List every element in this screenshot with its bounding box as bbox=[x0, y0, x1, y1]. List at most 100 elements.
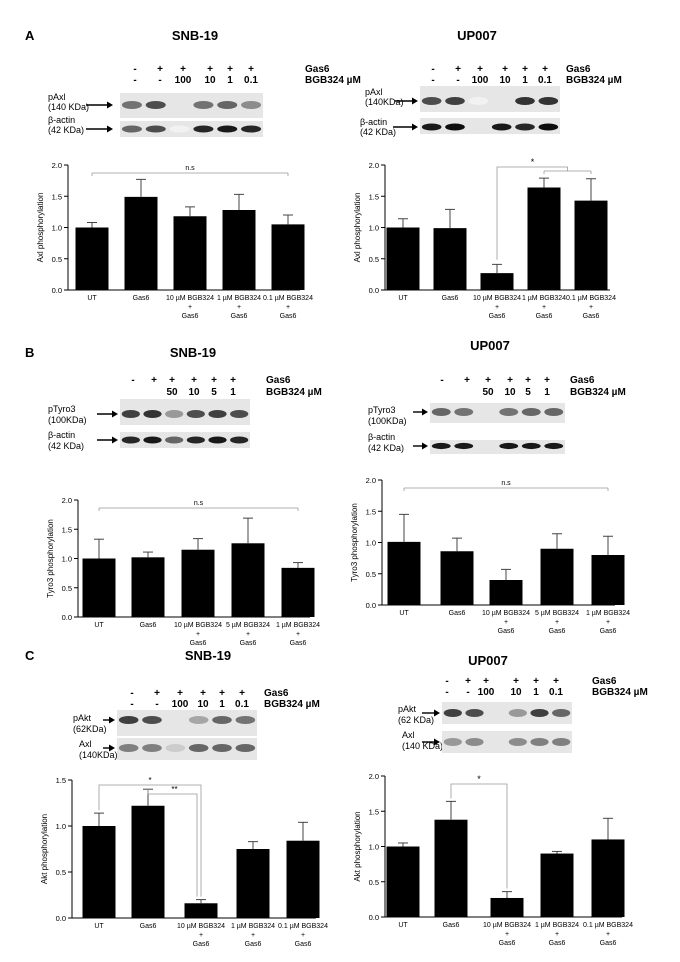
blot-background bbox=[442, 731, 572, 753]
gas6-mark: + bbox=[200, 688, 206, 699]
panel-letter: C bbox=[25, 648, 35, 663]
y-tick-label: 2.0 bbox=[369, 772, 379, 781]
gas6-row-label: Gas6 bbox=[592, 676, 617, 687]
x-category-label: Gas6 bbox=[193, 941, 210, 948]
gas6-mark: + bbox=[211, 375, 217, 386]
sig-bracket bbox=[147, 788, 198, 897]
x-category-label: + bbox=[505, 931, 509, 938]
x-category-label: + bbox=[606, 931, 610, 938]
blot-band bbox=[217, 125, 238, 133]
data-bar bbox=[82, 558, 116, 617]
arrow-head bbox=[109, 716, 115, 724]
western-blot-image bbox=[420, 86, 560, 112]
blot-background bbox=[442, 702, 572, 724]
blot-band bbox=[230, 410, 249, 418]
bar-chart: 0.0 0.5 1.0 1.5 2.0 Axl phosphorylation UT Gas6… bbox=[36, 161, 313, 320]
arrow-icon bbox=[86, 101, 113, 109]
x-category-label: 0.1 µM BGB324 bbox=[583, 922, 633, 929]
blot-background bbox=[120, 399, 250, 425]
gas6-mark: + bbox=[191, 375, 197, 386]
blot-band bbox=[212, 716, 232, 724]
blot-band bbox=[121, 125, 142, 133]
blot-band bbox=[454, 442, 474, 450]
data-bar bbox=[131, 557, 165, 617]
bgb324-dose: 100 bbox=[472, 75, 489, 86]
blot-protein-label: pTyro3 bbox=[48, 404, 76, 414]
x-category-label: 10 µM BGB324 bbox=[473, 295, 521, 302]
blot-band bbox=[465, 709, 484, 717]
x-category-label: Gas6 bbox=[443, 922, 460, 929]
blot-band bbox=[230, 436, 249, 444]
arrow-head bbox=[112, 410, 118, 418]
blot-band bbox=[544, 408, 564, 416]
significance-label: * bbox=[148, 776, 151, 785]
data-bar bbox=[131, 805, 165, 918]
bgb324-dose: 100 bbox=[172, 699, 189, 710]
y-tick-label: 0.5 bbox=[366, 570, 376, 579]
gas6-mark: + bbox=[219, 688, 225, 699]
x-category-label: + bbox=[246, 631, 250, 638]
blot-band bbox=[118, 716, 139, 724]
x-category-label: + bbox=[188, 304, 192, 311]
bar-chart: 0.0 0.5 1.0 1.5 2.0 Tyro3 phosphorylation UT Ga… bbox=[350, 476, 630, 635]
x-category-label: Gas6 bbox=[600, 940, 617, 947]
x-category-label: 1 µM BGB324 bbox=[586, 610, 630, 617]
arrow-head bbox=[107, 125, 113, 133]
x-category-label: Gas6 bbox=[549, 628, 566, 635]
bgb324-dose: 10 bbox=[504, 387, 516, 398]
sig-bracket bbox=[496, 166, 568, 260]
bar-chart: 0.0 0.5 1.0 1.5 2.0 Axl phosphorylation UT Gas6… bbox=[353, 157, 616, 320]
x-category-label: 0.1 µM BGB324 bbox=[566, 295, 616, 302]
x-category-label: 1 µM BGB324 bbox=[276, 622, 320, 629]
blot-size-label: (140 KDa) bbox=[402, 741, 443, 751]
bgb324-row-label: BGB324 µM bbox=[592, 687, 648, 698]
x-category-label: Gas6 bbox=[449, 610, 466, 617]
bgb324-dose: 1 bbox=[544, 387, 550, 398]
x-category-label: Gas6 bbox=[190, 640, 207, 647]
y-tick-label: 2.0 bbox=[366, 476, 376, 485]
blot-size-label: (140KDa) bbox=[365, 97, 404, 107]
blot-band bbox=[208, 410, 227, 418]
x-category-label: 10 µM BGB324 bbox=[166, 295, 214, 302]
x-category-label: Gas6 bbox=[583, 313, 600, 320]
data-bar bbox=[433, 228, 467, 290]
y-axis-label: Axl phosphorylation bbox=[353, 193, 362, 263]
bgb324-dose: - bbox=[133, 75, 136, 86]
bgb324-dose: - bbox=[445, 687, 448, 698]
x-category-label: + bbox=[504, 619, 508, 626]
arrow-head bbox=[412, 123, 418, 131]
gas6-row-label: Gas6 bbox=[266, 375, 291, 386]
y-tick-label: 0.0 bbox=[56, 914, 66, 923]
y-tick-label: 1.0 bbox=[56, 822, 66, 831]
western-blot-image bbox=[117, 738, 257, 760]
blot-size-label: (62KDa) bbox=[73, 724, 107, 734]
blot-band bbox=[521, 408, 541, 416]
blot-band bbox=[241, 125, 262, 133]
x-category-label: 10 µM BGB324 bbox=[177, 923, 225, 930]
bgb324-dose: 50 bbox=[166, 387, 178, 398]
blot-size-label: (42 KDa) bbox=[360, 127, 396, 137]
gas6-mark: + bbox=[207, 64, 213, 75]
blot-band bbox=[445, 97, 465, 105]
blot-band bbox=[165, 744, 186, 752]
arrow-head bbox=[422, 408, 428, 416]
gas6-mark: + bbox=[544, 375, 550, 386]
arrow-head bbox=[434, 738, 440, 746]
data-bar bbox=[387, 541, 421, 605]
y-tick-label: 0.5 bbox=[369, 878, 379, 887]
blot-band bbox=[145, 101, 166, 109]
bgb324-dose: 1 bbox=[219, 699, 225, 710]
x-category-label: UT bbox=[94, 923, 104, 930]
blot-band bbox=[186, 436, 205, 444]
data-bar bbox=[386, 846, 420, 917]
x-category-label: Gas6 bbox=[280, 313, 297, 320]
bgb324-dose: 10 bbox=[197, 699, 209, 710]
y-tick-label: 2.0 bbox=[52, 161, 62, 170]
data-bar bbox=[75, 227, 109, 290]
x-category-label: + bbox=[555, 619, 559, 626]
data-bar bbox=[489, 580, 523, 605]
blot-protein-label: pTyro3 bbox=[368, 405, 396, 415]
arrow-icon bbox=[422, 738, 440, 746]
x-category-label: Gas6 bbox=[133, 295, 150, 302]
